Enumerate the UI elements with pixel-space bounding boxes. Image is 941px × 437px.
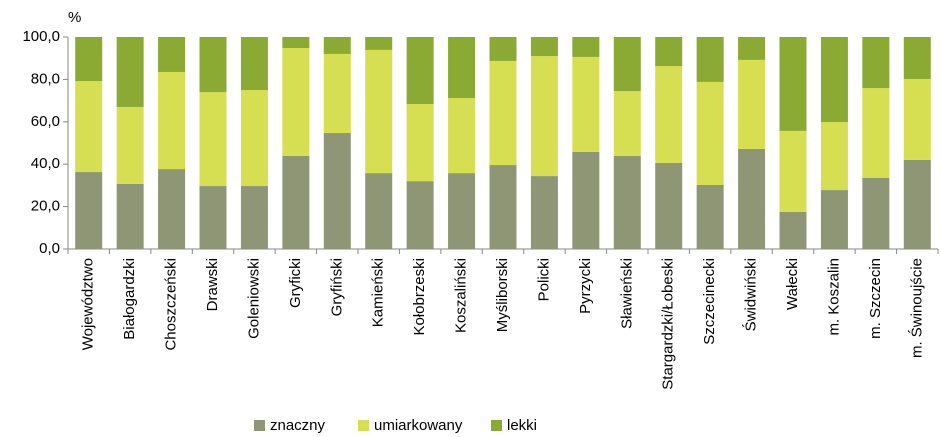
x-tick-label: Kamieński: [370, 258, 387, 327]
x-tick-label: m. Koszalin: [825, 258, 842, 336]
x-tick-label: Pyrzycki: [577, 258, 594, 314]
bar-segment: [489, 60, 517, 166]
bar-segment: [323, 53, 351, 134]
bar-segment: [903, 37, 931, 79]
x-tick-label: Wałecki: [784, 258, 801, 310]
x-tick-label: Policki: [535, 258, 552, 301]
bar-segment: [323, 133, 351, 249]
bar-segment: [572, 56, 600, 152]
bar-segment: [448, 37, 476, 99]
bar-segment: [820, 37, 848, 123]
bar-segment: [489, 165, 517, 249]
bar-segment: [530, 176, 558, 249]
y-tick-label: 100,0: [22, 28, 60, 45]
bar-segment: [738, 37, 766, 60]
bar-segment: [738, 148, 766, 249]
bar-segment: [365, 49, 393, 174]
bar-segment: [406, 103, 434, 182]
bar-segment: [489, 37, 517, 61]
x-tick-label: Goleniowski: [245, 258, 262, 339]
bar-segment: [903, 78, 931, 160]
bar-segment: [862, 37, 890, 89]
y-tick-label: 40,0: [31, 155, 60, 172]
bar-segment: [655, 66, 683, 163]
legend-label: lekki: [507, 417, 537, 434]
bar-segment: [75, 81, 103, 173]
x-tick-label: Województwo: [80, 258, 97, 350]
x-tick-label: Kołobrzeski: [411, 258, 428, 336]
bar-segment: [862, 88, 890, 178]
bar-segment: [530, 37, 558, 57]
bar-segment: [116, 37, 144, 107]
x-tick-label: Myśliborski: [494, 258, 511, 332]
bar-segment: [282, 37, 310, 49]
legend-swatch: [358, 420, 369, 431]
bar-segment: [696, 81, 724, 185]
legend-swatch: [491, 420, 502, 431]
bar-segment: [779, 211, 807, 249]
bar-segment: [613, 91, 641, 156]
bar-segment: [820, 122, 848, 191]
x-tick-label: Gryficki: [287, 258, 304, 308]
bar-segment: [406, 37, 434, 104]
x-tick-label: Stargardzki/Łobeski: [660, 258, 677, 390]
bar-segment: [820, 190, 848, 249]
bar-segment: [862, 177, 890, 249]
bar-segment: [199, 92, 227, 187]
bar-segment: [613, 155, 641, 249]
y-tick-label: 80,0: [31, 70, 60, 87]
x-tick-label: Sławieński: [618, 258, 635, 329]
legend-swatch: [254, 420, 265, 431]
bar-segment: [365, 173, 393, 249]
y-tick-label: 20,0: [31, 198, 60, 215]
bar-segment: [696, 37, 724, 82]
bar-segment: [655, 162, 683, 249]
bar-segment: [199, 37, 227, 93]
bar-segment: [240, 90, 268, 187]
bar-segment: [613, 37, 641, 92]
bar-segment: [779, 130, 807, 212]
bar-segment: [158, 169, 186, 249]
x-tick-label: Białogardzki: [121, 258, 138, 340]
bar-segment: [903, 159, 931, 249]
bar-segment: [116, 106, 144, 184]
bar-segment: [655, 37, 683, 67]
bar-segment: [365, 37, 393, 50]
bar-segment: [240, 186, 268, 249]
x-tick-label: m. Szczecin: [867, 258, 884, 339]
y-tick-label: 0,0: [39, 240, 60, 257]
bar-segment: [199, 186, 227, 249]
bar-segment: [323, 37, 351, 54]
y-tick-label: 60,0: [31, 113, 60, 130]
bar-segment: [240, 37, 268, 90]
x-tick-label: Koszaliński: [453, 258, 470, 333]
x-tick-label: Gryfiński: [328, 258, 345, 316]
bar-segment: [282, 48, 310, 156]
x-tick-label: Szczecinecki: [701, 258, 718, 345]
bar-segment: [158, 37, 186, 72]
bar-segment: [738, 59, 766, 149]
bar-segment: [406, 181, 434, 249]
bar-segment: [448, 173, 476, 249]
bar-segment: [779, 37, 807, 131]
bar-segment: [448, 98, 476, 174]
bar-segment: [572, 37, 600, 57]
bar-segment: [530, 56, 558, 177]
legend-label: umiarkowany: [374, 417, 463, 434]
y-axis-label: %: [68, 9, 81, 26]
legend-label: znaczny: [270, 417, 326, 434]
bar-segment: [158, 71, 186, 170]
x-tick-label: m. Świnoujście: [907, 258, 925, 358]
bar-segment: [75, 37, 103, 82]
x-tick-label: Choszczeński: [163, 258, 180, 351]
bar-segment: [116, 183, 144, 249]
bar-segment: [696, 184, 724, 249]
bar-segment: [572, 151, 600, 249]
x-tick-label: Świdwiński: [742, 258, 760, 331]
bar-segment: [282, 155, 310, 249]
bar-segment: [75, 172, 103, 249]
x-tick-label: Drawski: [204, 258, 221, 311]
